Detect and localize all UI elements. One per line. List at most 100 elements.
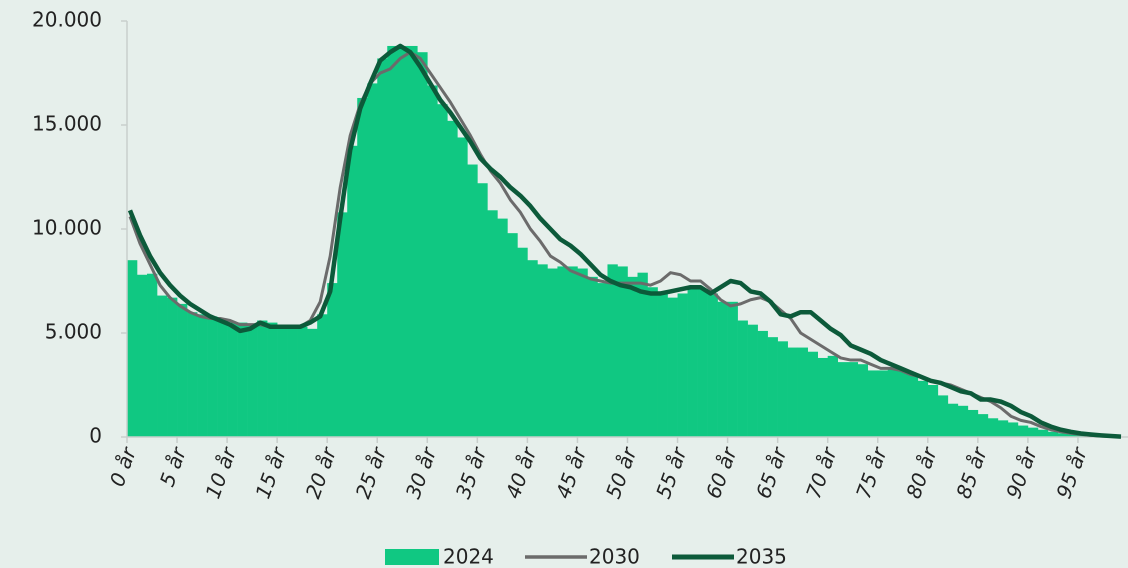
bar bbox=[457, 137, 468, 438]
bar bbox=[1057, 433, 1069, 437]
bar bbox=[317, 314, 328, 437]
bar bbox=[607, 264, 618, 437]
bar bbox=[257, 320, 268, 437]
bar bbox=[507, 233, 518, 437]
line-series bbox=[127, 43, 1122, 439]
bar bbox=[827, 355, 839, 437]
bar bbox=[287, 326, 298, 437]
bar bbox=[367, 83, 378, 438]
bar bbox=[797, 347, 808, 437]
bar bbox=[1007, 422, 1019, 437]
bar bbox=[297, 326, 308, 437]
x-tick-label: 15 år bbox=[251, 443, 292, 502]
bar bbox=[997, 420, 1009, 437]
x-tick-label: 45 år bbox=[551, 443, 592, 502]
bar bbox=[177, 303, 188, 437]
x-tick-label: 65 år bbox=[751, 443, 792, 502]
bar bbox=[1067, 434, 1079, 437]
legend-label: 2030 bbox=[589, 545, 640, 568]
bar bbox=[447, 120, 458, 437]
bar bbox=[147, 273, 158, 437]
bar bbox=[477, 183, 488, 437]
bar bbox=[467, 164, 478, 437]
bar bbox=[497, 218, 508, 437]
x-tick-label: 25 år bbox=[351, 443, 392, 502]
bar bbox=[397, 45, 408, 438]
bar bbox=[657, 291, 668, 437]
legend-swatch bbox=[385, 549, 439, 565]
bar bbox=[877, 370, 889, 437]
bar bbox=[707, 293, 718, 437]
bar bbox=[757, 330, 768, 437]
x-tick-label: 75 år bbox=[851, 443, 892, 502]
x-tick-label: 20 år bbox=[301, 443, 342, 502]
bar bbox=[157, 295, 168, 437]
x-tick-label: 90 år bbox=[1001, 443, 1042, 502]
y-tick-label: 5.000 bbox=[45, 320, 102, 344]
bar bbox=[597, 283, 608, 437]
bar bbox=[137, 274, 148, 437]
x-tick-label: 35 år bbox=[451, 443, 492, 502]
bar bbox=[217, 318, 228, 437]
bar bbox=[227, 322, 238, 437]
x-tick-label: 30 år bbox=[401, 443, 442, 502]
bar bbox=[897, 370, 909, 437]
bar bbox=[187, 312, 198, 437]
bar bbox=[327, 283, 338, 437]
bar bbox=[1017, 425, 1029, 437]
legend-label: 2024 bbox=[443, 545, 494, 568]
bar bbox=[427, 85, 438, 437]
bar bbox=[577, 268, 588, 437]
bar bbox=[547, 268, 558, 437]
bar bbox=[527, 260, 538, 437]
bar bbox=[1047, 431, 1059, 437]
bar bbox=[517, 247, 528, 437]
y-tick-label: 0 bbox=[89, 424, 102, 448]
bar bbox=[737, 320, 748, 437]
bar bbox=[847, 362, 859, 437]
bar bbox=[887, 368, 899, 437]
bar bbox=[587, 276, 598, 437]
bar bbox=[627, 276, 638, 437]
bar bbox=[687, 289, 698, 437]
bar bbox=[857, 364, 869, 437]
bar bbox=[237, 322, 248, 437]
x-tick-label: 55 år bbox=[651, 443, 692, 502]
y-tick-label: 15.000 bbox=[32, 112, 102, 136]
bar bbox=[377, 58, 388, 437]
bar bbox=[697, 289, 708, 437]
bar bbox=[947, 403, 959, 437]
bar bbox=[987, 418, 999, 437]
bar bbox=[437, 104, 448, 437]
bar bbox=[937, 395, 949, 437]
legend-label: 2035 bbox=[736, 545, 787, 568]
bar bbox=[977, 414, 989, 437]
bar bbox=[357, 97, 368, 438]
y-tick-label: 10.000 bbox=[32, 216, 102, 240]
bar bbox=[307, 328, 318, 437]
x-tick-label: 10 år bbox=[201, 443, 242, 502]
bar bbox=[267, 322, 278, 437]
bar bbox=[207, 316, 218, 437]
bar bbox=[767, 337, 778, 437]
bar bbox=[417, 52, 428, 437]
bar bbox=[867, 370, 879, 437]
bar bbox=[647, 287, 658, 437]
bar bbox=[247, 324, 258, 437]
bar bbox=[677, 293, 688, 437]
bar bbox=[747, 324, 758, 437]
bar bbox=[967, 409, 979, 437]
bar bbox=[487, 210, 498, 437]
bar bbox=[337, 212, 348, 437]
x-tick-label: 0 år bbox=[105, 443, 142, 490]
x-tick-label: 80 år bbox=[901, 443, 942, 502]
bar bbox=[277, 326, 288, 437]
x-tick-label: 40 år bbox=[501, 443, 542, 502]
bar bbox=[907, 374, 919, 437]
bar bbox=[197, 314, 208, 437]
bar bbox=[787, 347, 798, 437]
bar bbox=[567, 266, 578, 437]
x-tick-label: 5 år bbox=[155, 443, 192, 490]
bar bbox=[617, 266, 628, 437]
